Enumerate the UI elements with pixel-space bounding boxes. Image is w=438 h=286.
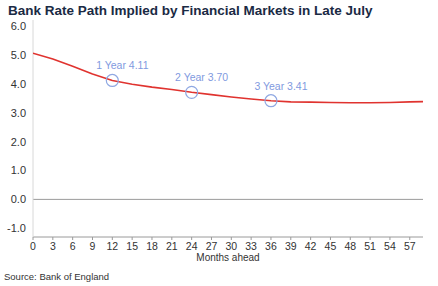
x-tick-label: 57: [404, 240, 416, 252]
y-tick-label: 0.0: [11, 193, 26, 205]
x-tick-label: 15: [126, 240, 138, 252]
y-tick-label: 1.0: [11, 164, 26, 176]
y-tick-label: 5.0: [11, 49, 26, 61]
x-tick-label: 33: [245, 240, 257, 252]
x-tick-label: 30: [225, 240, 237, 252]
y-tick-label: 2.0: [11, 136, 26, 148]
y-tick-label: 4.0: [11, 78, 26, 90]
x-tick-label: 24: [186, 240, 198, 252]
x-tick-label: 48: [344, 240, 356, 252]
chart-container: Bank Rate Path Implied by Financial Mark…: [0, 0, 438, 286]
x-tick-label: 18: [146, 240, 158, 252]
x-tick-label: 3: [50, 240, 56, 252]
annotation-circle: [106, 74, 118, 86]
x-tick-label: 45: [325, 240, 337, 252]
x-tick-label: 9: [90, 240, 96, 252]
y-tick-label: 3.0: [11, 107, 26, 119]
annotation-text: 3 Year 3.41: [254, 80, 307, 92]
plot-area: [33, 53, 423, 106]
y-tick-label: -1.0: [7, 222, 26, 234]
x-tick-label: 27: [206, 240, 218, 252]
chart-svg: Bank Rate Path Implied by Financial Mark…: [0, 0, 438, 286]
rate-line: [33, 53, 423, 102]
x-tick-label: 42: [305, 240, 317, 252]
x-axis-label: Months ahead: [196, 252, 259, 263]
y-tick-label: 6.0: [11, 20, 26, 32]
zero-line: [33, 199, 423, 200]
x-tick-label: 21: [166, 240, 178, 252]
title: Bank Rate Path Implied by Financial Mark…: [8, 3, 373, 18]
source: Source: Bank of England: [4, 271, 109, 282]
x-tick-label: 12: [106, 240, 118, 252]
x-tick-label: 6: [70, 240, 76, 252]
x-tick-label: 39: [285, 240, 297, 252]
annotation-text: 1 Year 4.11: [96, 59, 149, 71]
annotation-circle: [186, 86, 198, 98]
x-tick-label: 54: [384, 240, 396, 252]
x-tick-label: 0: [30, 240, 36, 252]
x-tick-label: 51: [364, 240, 376, 252]
annotation-text: 2 Year 3.70: [175, 71, 228, 83]
x-axis-line: [33, 237, 423, 238]
x-tick-label: 36: [265, 240, 277, 252]
annotation-circle: [265, 95, 277, 107]
